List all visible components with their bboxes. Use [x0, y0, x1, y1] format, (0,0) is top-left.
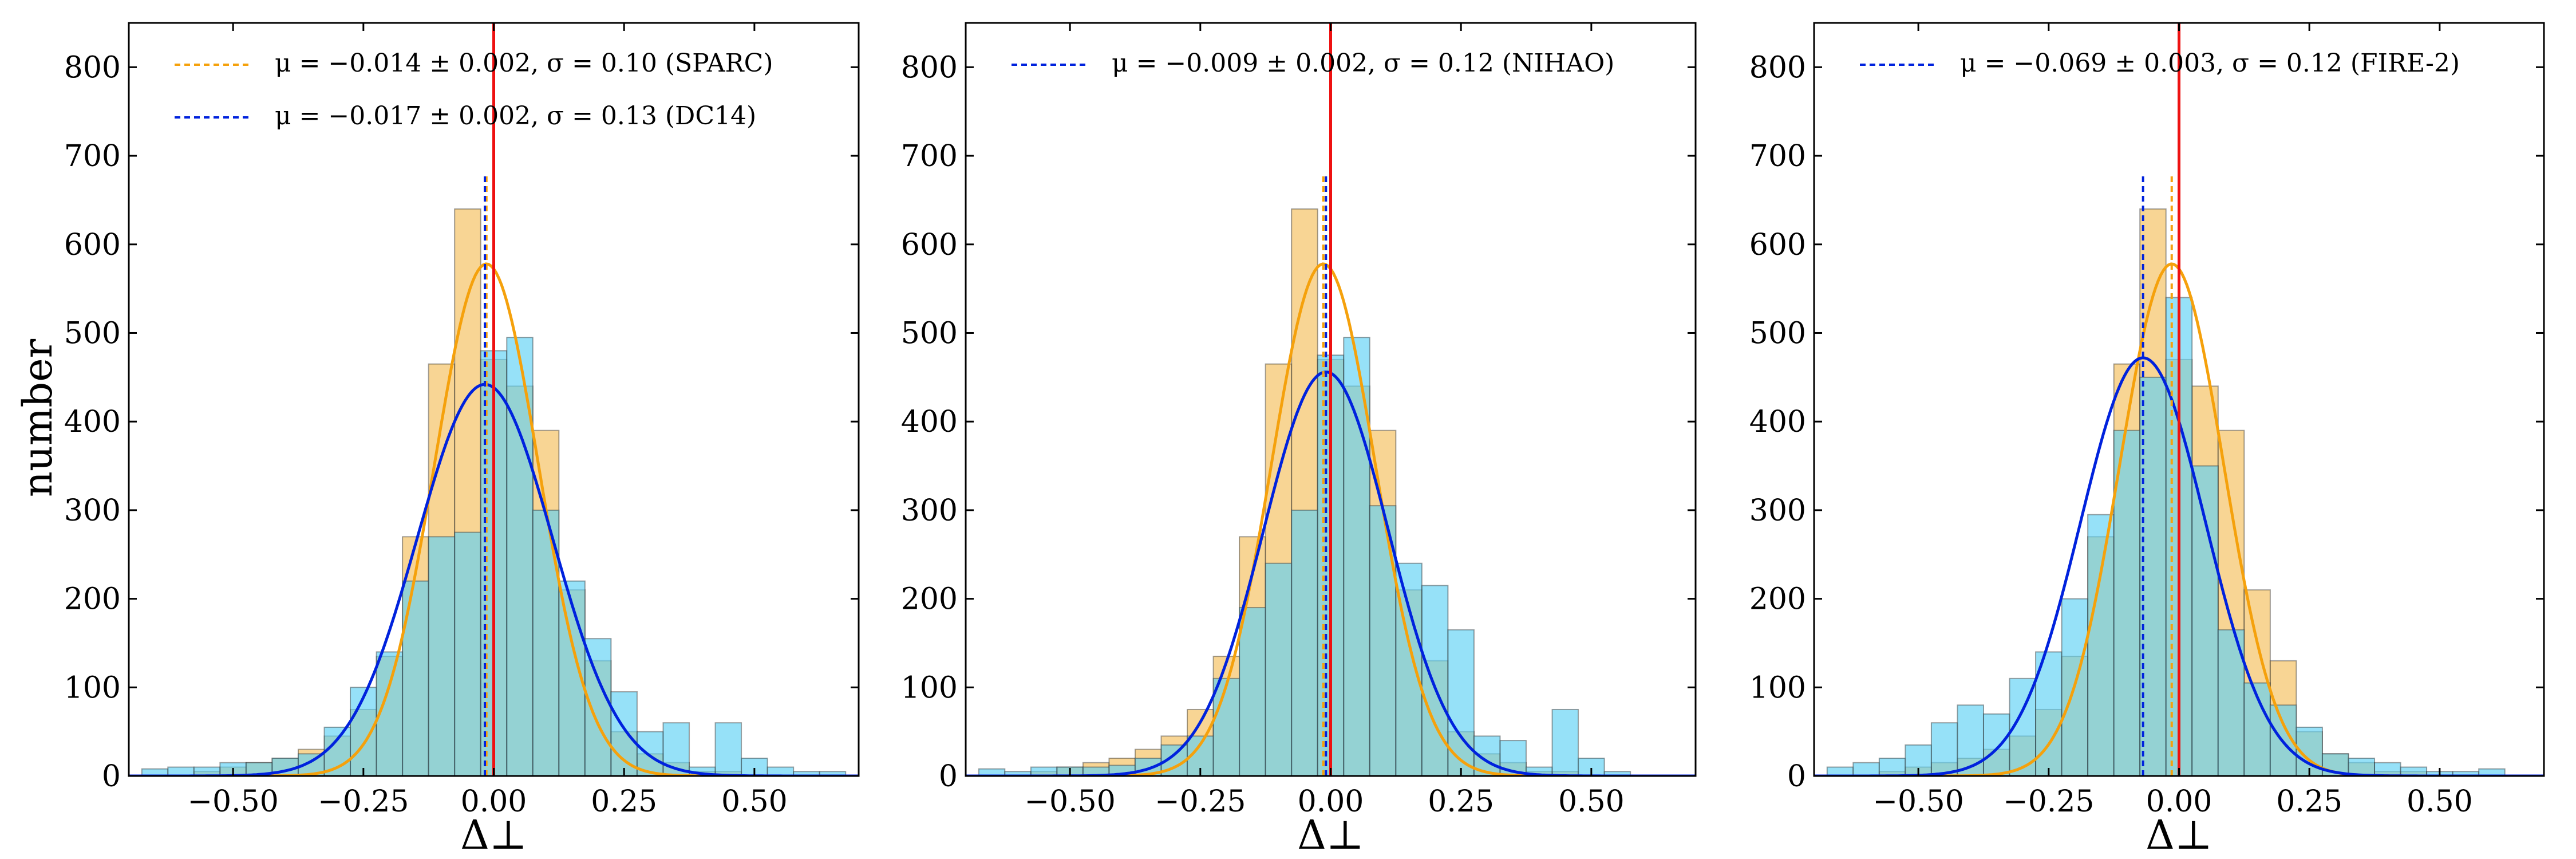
plot-area [1814, 23, 2544, 776]
x-tick-label: 0.00 [2146, 785, 2212, 819]
x-tick-label: −0.25 [1155, 785, 1246, 819]
x-tick-label: −0.50 [1024, 785, 1115, 819]
plot-area [129, 23, 859, 776]
sim-bar [2113, 430, 2141, 776]
plot-area [966, 23, 1696, 776]
x-tick-label: −0.50 [187, 785, 278, 819]
y-tick-label: 800 [1749, 50, 1806, 85]
y-axis-label: number [14, 338, 61, 497]
sim-bar [714, 722, 742, 776]
y-tick-label: 200 [64, 582, 121, 617]
y-tick-label: 600 [901, 228, 958, 262]
sim-bar [1878, 758, 1906, 776]
y-tick-label: 300 [1749, 494, 1806, 528]
sim-bar [2478, 768, 2506, 776]
legend-entry: μ = −0.017 ± 0.002, σ = 0.13 (DC14) [275, 101, 756, 131]
y-tick-label: 400 [1749, 405, 1806, 439]
y-tick-label: 0 [1787, 759, 1806, 794]
x-axis-label: Δ⊥ [460, 811, 527, 858]
sim-bar [2348, 758, 2376, 776]
sim-bar [428, 536, 456, 776]
x-tick-label: 0.50 [2407, 785, 2473, 819]
sim-bar [2139, 376, 2167, 776]
y-tick-label: 200 [1749, 582, 1806, 617]
y-tick-label: 400 [64, 405, 121, 439]
legend-entry: μ = −0.009 ± 0.002, σ = 0.12 (NIHAO) [1112, 49, 1614, 78]
y-tick-label: 500 [1749, 316, 1806, 350]
y-tick-label: 100 [1749, 671, 1806, 705]
sim-bar [1551, 708, 1579, 776]
y-tick-label: 700 [1749, 139, 1806, 174]
y-tick-label: 800 [64, 50, 121, 85]
y-tick-label: 0 [939, 759, 958, 794]
sim-bar [1447, 629, 1475, 776]
legend-entry: μ = −0.014 ± 0.002, σ = 0.10 (SPARC) [275, 49, 773, 78]
y-tick-label: 100 [901, 671, 958, 705]
sim-bar [1930, 722, 1958, 776]
x-tick-label: 0.25 [1428, 785, 1494, 819]
y-tick-label: 700 [901, 139, 958, 174]
x-tick-label: −0.50 [1872, 785, 1963, 819]
x-tick-label: −0.25 [2003, 785, 2094, 819]
sim-bar [1212, 677, 1240, 776]
y-tick-label: 300 [901, 494, 958, 528]
sim-bar [2087, 514, 2115, 776]
sim-bar [402, 580, 429, 776]
x-tick-label: 0.00 [1298, 785, 1364, 819]
x-tick-label: 0.50 [721, 785, 788, 819]
y-tick-label: 600 [64, 228, 121, 262]
y-tick-label: 600 [1749, 228, 1806, 262]
x-tick-label: 0.25 [591, 785, 657, 819]
sim-bar [1291, 509, 1318, 776]
x-axis-label: Δ⊥ [2146, 811, 2212, 858]
sim-bar [2374, 762, 2401, 776]
y-tick-label: 300 [64, 494, 121, 528]
x-tick-label: −0.25 [318, 785, 409, 819]
x-tick-label: 0.50 [1558, 785, 1625, 819]
x-tick-label: 0.00 [461, 785, 527, 819]
y-tick-label: 500 [64, 316, 121, 350]
y-tick-label: 400 [901, 405, 958, 439]
panel-sparc-vs-dc14: 0 100 200 300 400 500 600 700 800 −0.50 −0.25 0.00 0… [64, 22, 860, 858]
sim-bar [167, 766, 195, 776]
sim-bar [2191, 465, 2219, 776]
sim-bar [584, 638, 612, 776]
x-axis-label: Δ⊥ [1297, 811, 1364, 858]
sim-bar [1957, 704, 1984, 776]
panel-sparc-vs-fire2: 0 100 200 300 400 500 600 700 800 −0.50 −0.25 0.00 0… [1749, 22, 2545, 858]
y-tick-label: 0 [102, 759, 121, 794]
y-tick-label: 500 [901, 316, 958, 350]
sim-bar [1421, 585, 1449, 776]
panel-sparc-vs-nihao: 0 100 200 300 400 500 600 700 800 −0.50 −0.25 0.00 0… [901, 22, 1697, 858]
sim-bar [1852, 762, 1880, 776]
sim-bar [454, 531, 481, 776]
y-tick-label: 700 [64, 139, 121, 174]
x-tick-label: 0.25 [2276, 785, 2342, 819]
sim-bar [1239, 607, 1266, 776]
sim-bar [610, 691, 638, 776]
sim-bar [1265, 562, 1293, 776]
sim-bar [1982, 713, 2010, 776]
y-tick-label: 100 [64, 671, 121, 705]
y-tick-label: 800 [901, 50, 958, 85]
legend-entry: μ = −0.069 ± 0.003, σ = 0.12 (FIRE-2) [1960, 49, 2460, 78]
y-tick-label: 200 [901, 582, 958, 617]
